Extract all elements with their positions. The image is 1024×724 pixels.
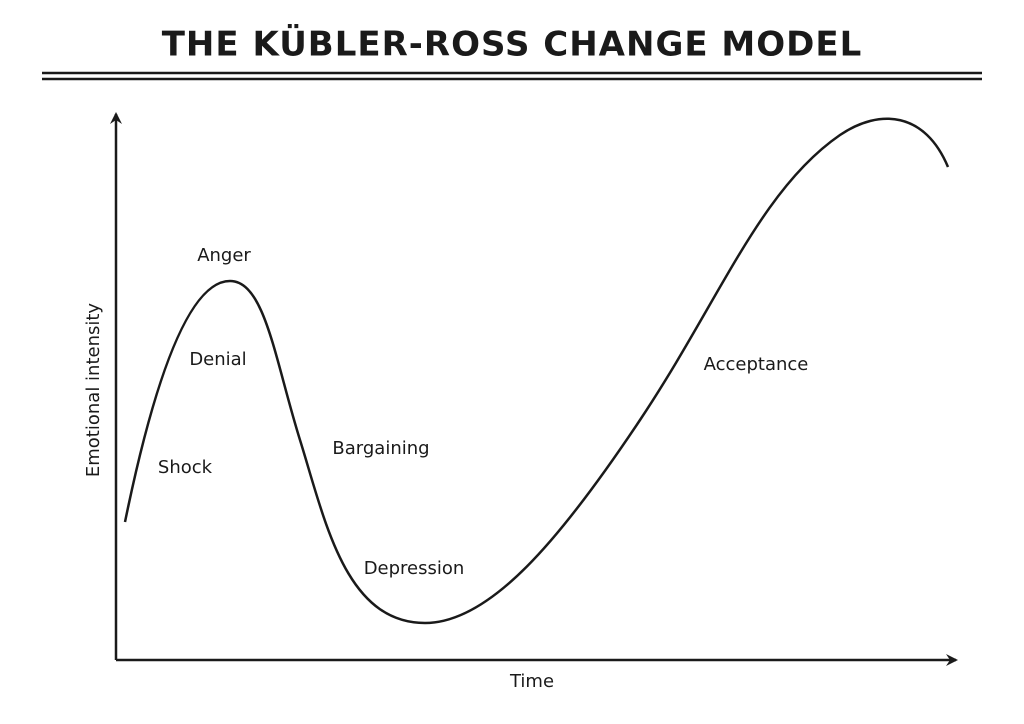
title: THE KÜBLER-ROSS CHANGE MODEL: [162, 24, 863, 65]
x-axis-label: Time: [509, 671, 554, 692]
stage-label: Depression: [364, 558, 465, 579]
stage-label: Anger: [197, 245, 251, 266]
stage-label: Denial: [189, 349, 246, 370]
stage-label: Acceptance: [704, 354, 809, 375]
change-curve: [123, 117, 950, 625]
stage-label: Shock: [158, 457, 213, 478]
y-axis-label: Emotional intensity: [83, 303, 104, 478]
stage-label: Bargaining: [332, 438, 429, 459]
